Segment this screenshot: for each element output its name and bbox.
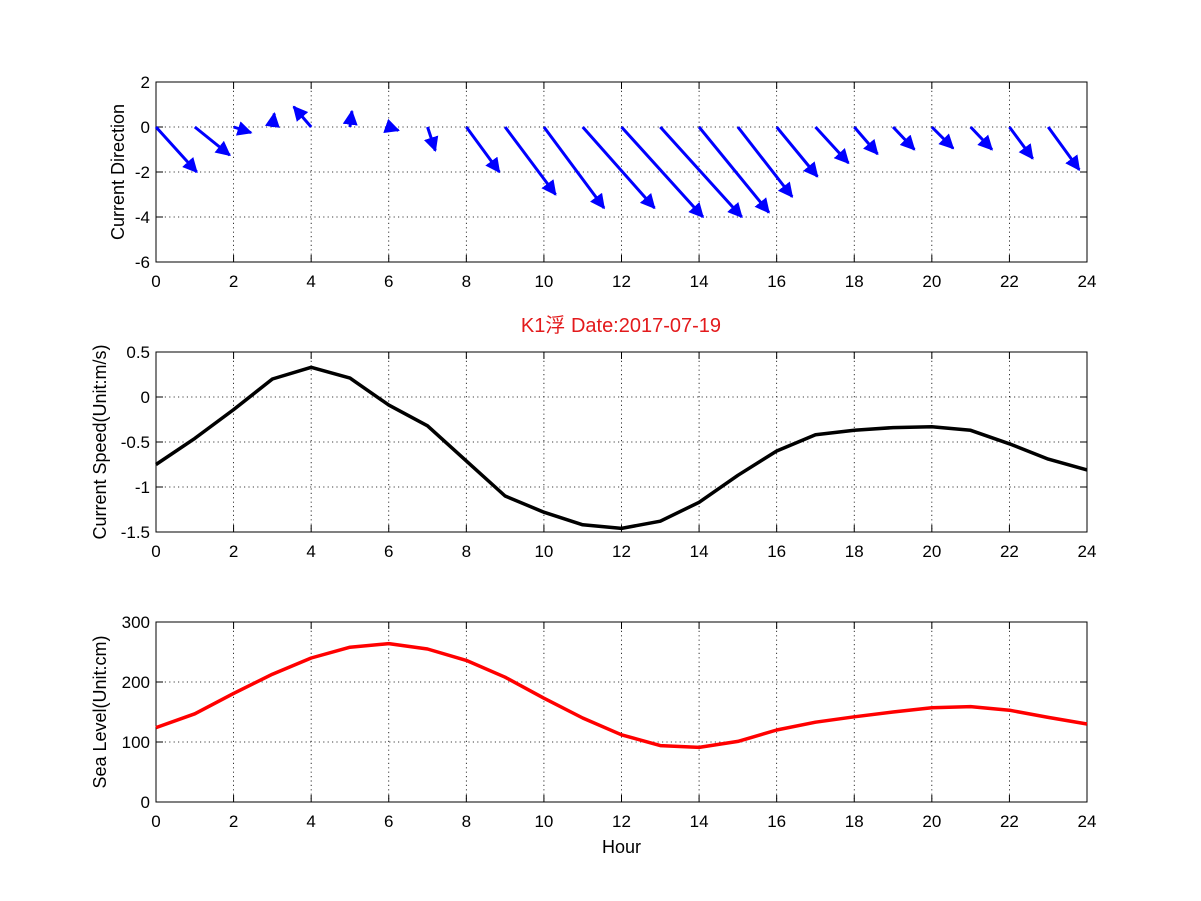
y-tick-label: 0 bbox=[141, 388, 150, 407]
y-tick-label: -6 bbox=[135, 253, 150, 272]
x-tick-label: 16 bbox=[767, 542, 786, 561]
x-tick-label: 14 bbox=[690, 272, 709, 291]
y-tick-label: 300 bbox=[122, 613, 150, 632]
current-vector-arrow bbox=[233, 121, 253, 136]
x-tick-label: 8 bbox=[462, 272, 471, 291]
x-tick-label: 12 bbox=[612, 542, 631, 561]
current-vector-arrow bbox=[1008, 126, 1034, 160]
current-vector-arrow bbox=[503, 126, 557, 196]
y-tick-label: 2 bbox=[141, 73, 150, 92]
x-tick-label: 18 bbox=[845, 272, 864, 291]
x-tick-label: 2 bbox=[229, 272, 238, 291]
series-line bbox=[155, 365, 1088, 531]
current-vector-arrow bbox=[264, 112, 280, 128]
current-vector-arrow bbox=[775, 126, 819, 178]
x-tick-label: 20 bbox=[922, 542, 941, 561]
x-tick-label: 8 bbox=[462, 812, 471, 831]
x-tick-label: 10 bbox=[534, 812, 553, 831]
y-tick-label: 0 bbox=[141, 118, 150, 137]
current-vector-arrow bbox=[581, 126, 656, 210]
x-tick-label: 4 bbox=[306, 542, 315, 561]
current-vector-arrow bbox=[154, 125, 198, 174]
current-vector-arrow bbox=[193, 125, 231, 157]
x-tick-label: 18 bbox=[845, 542, 864, 561]
y-axis-label: Sea Level(Unit:cm) bbox=[90, 635, 110, 788]
x-tick-label: 0 bbox=[151, 812, 160, 831]
current-vector-arrow bbox=[659, 125, 743, 219]
y-tick-label: 100 bbox=[122, 733, 150, 752]
y-tick-label: -2 bbox=[135, 163, 150, 182]
x-axis-label: Hour bbox=[602, 837, 641, 857]
x-tick-label: 20 bbox=[922, 272, 941, 291]
x-tick-label: 6 bbox=[384, 542, 393, 561]
x-tick-label: 2 bbox=[229, 812, 238, 831]
x-tick-label: 4 bbox=[306, 272, 315, 291]
current-vector-arrow bbox=[736, 126, 794, 198]
current-vector-arrow bbox=[465, 126, 501, 174]
current-vector-arrow bbox=[891, 125, 916, 151]
current-vector-arrow bbox=[969, 125, 994, 151]
y-axis-label: Current Speed(Unit:m/s) bbox=[90, 344, 110, 539]
current-vector-arrow bbox=[620, 125, 705, 219]
x-tick-label: 0 bbox=[151, 542, 160, 561]
current-vector-arrow bbox=[342, 109, 358, 128]
y-tick-label: -0.5 bbox=[121, 433, 150, 452]
y-axis-label: Current Direction bbox=[108, 104, 128, 240]
y-tick-label: -1 bbox=[135, 478, 150, 497]
current-vector-arrow bbox=[423, 126, 439, 153]
x-tick-label: 6 bbox=[384, 272, 393, 291]
current-vector-arrow bbox=[814, 125, 850, 165]
current-vector-arrow bbox=[853, 126, 879, 156]
current-vector-arrow bbox=[292, 105, 313, 128]
x-tick-label: 14 bbox=[690, 542, 709, 561]
x-tick-label: 16 bbox=[767, 272, 786, 291]
x-tick-label: 16 bbox=[767, 812, 786, 831]
current-vector-arrow bbox=[930, 125, 955, 150]
x-tick-label: 20 bbox=[922, 812, 941, 831]
x-tick-label: 0 bbox=[151, 272, 160, 291]
x-tick-label: 12 bbox=[612, 272, 631, 291]
current-vector-arrow bbox=[697, 126, 771, 214]
x-tick-label: 24 bbox=[1078, 272, 1097, 291]
x-tick-label: 2 bbox=[229, 542, 238, 561]
x-tick-label: 6 bbox=[384, 812, 393, 831]
y-tick-label: -4 bbox=[135, 208, 150, 227]
current-vector-arrow bbox=[383, 118, 400, 134]
x-tick-label: 10 bbox=[534, 272, 553, 291]
x-tick-label: 4 bbox=[306, 812, 315, 831]
x-tick-label: 22 bbox=[1000, 812, 1019, 831]
x-tick-label: 18 bbox=[845, 812, 864, 831]
x-tick-label: 14 bbox=[690, 812, 709, 831]
x-tick-label: 22 bbox=[1000, 542, 1019, 561]
figure-title: K1浮 Date:2017-07-19 bbox=[521, 314, 721, 337]
x-tick-label: 10 bbox=[534, 542, 553, 561]
panel-2: 0 2 4 6 8 10 12 14 16 18 20 22 24-1.5-1-0.500.5Curre… bbox=[90, 343, 1096, 561]
y-tick-label: 200 bbox=[122, 673, 150, 692]
x-tick-label: 22 bbox=[1000, 272, 1019, 291]
series-line bbox=[155, 641, 1088, 750]
y-tick-label: 0.5 bbox=[126, 343, 150, 362]
x-tick-label: 24 bbox=[1078, 812, 1097, 831]
current-vector-arrow bbox=[1046, 126, 1081, 171]
x-tick-label: 8 bbox=[462, 542, 471, 561]
y-tick-label: -1.5 bbox=[121, 523, 150, 542]
x-tick-label: 12 bbox=[612, 812, 631, 831]
y-tick-label: 0 bbox=[141, 793, 150, 812]
current-vector-arrow bbox=[542, 126, 606, 210]
x-tick-label: 24 bbox=[1078, 542, 1097, 561]
